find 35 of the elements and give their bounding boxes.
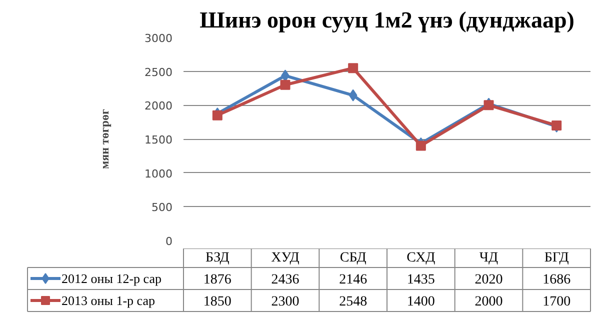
legend-label: 2013 оны 1-р сар: [62, 293, 155, 308]
point: [348, 89, 358, 102]
x-tick-label: ХУД: [271, 250, 300, 266]
y-tick-label: 3000: [144, 32, 173, 45]
data-label: 1686: [542, 272, 571, 288]
data-label: 1700: [542, 294, 571, 310]
data-label: 2020: [474, 272, 503, 288]
point: [212, 110, 222, 120]
data-label: 2300: [271, 294, 300, 310]
y-tick-label: 2000: [144, 100, 173, 113]
data-label: 2000: [474, 294, 503, 310]
x-tick-label: СХД: [406, 250, 436, 266]
data-label: 2436: [271, 272, 300, 288]
data-label: 2548: [339, 294, 368, 310]
x-tick-label: БЗД: [206, 250, 230, 266]
data-label: 2146: [339, 272, 368, 288]
y-axis-title: мян төгрөг: [98, 108, 112, 170]
data-label: 1400: [406, 294, 435, 310]
point: [280, 80, 290, 90]
y-tick-label: 1000: [144, 167, 173, 180]
x-tick-label: СБД: [340, 250, 367, 266]
point: [484, 100, 494, 110]
y-tick-label: 500: [152, 201, 173, 214]
point: [348, 63, 358, 74]
data-label: 1850: [203, 294, 232, 310]
y-tick-label: 0: [166, 235, 172, 248]
legend-label: 2012 оны 12-р сар: [62, 271, 162, 286]
point: [416, 140, 426, 151]
data-label: 1435: [406, 272, 435, 288]
y-tick-label: 1500: [144, 134, 173, 146]
data-label: 1876: [203, 272, 232, 288]
chart-title: Шинэ орон сууц 1м2 үнэ (дунджаар): [200, 8, 574, 32]
y-tick-label: 2500: [144, 66, 173, 79]
x-tick-label: ЧД: [479, 250, 499, 266]
x-tick-label: БГД: [544, 250, 570, 266]
